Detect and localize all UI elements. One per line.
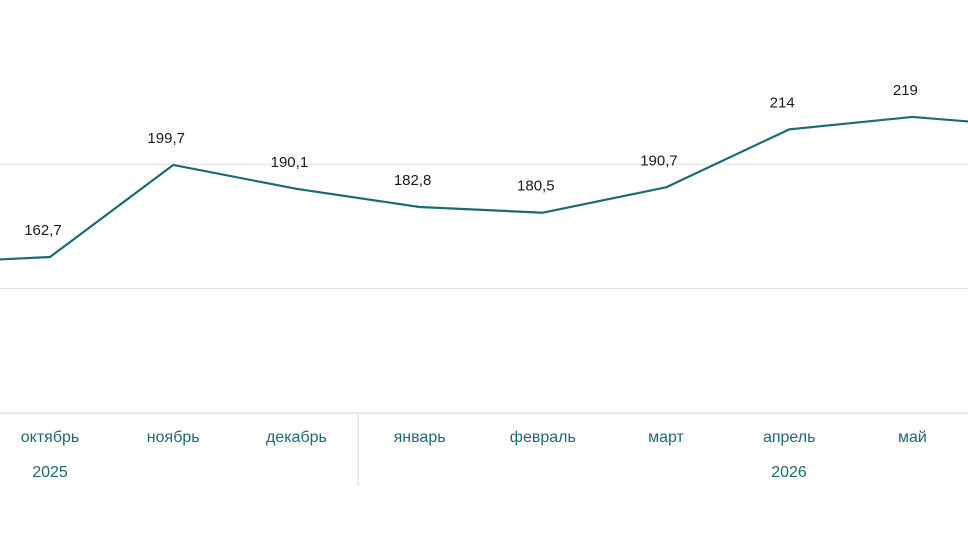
data-label: 190,1 [271, 154, 309, 171]
year-label: 2025 [32, 464, 68, 481]
x-tick-label: декабрь [266, 429, 327, 446]
data-label: 219 [893, 82, 918, 99]
data-label: 199,7 [147, 130, 185, 147]
line [0, 115, 968, 261]
x-tick-label: октябрь [21, 429, 79, 446]
data-label: 190,7 [640, 152, 678, 169]
x-tick-label: февраль [510, 429, 576, 446]
year-label: 2026 [771, 464, 807, 481]
x-tick-label: апрель [763, 429, 816, 446]
data-label: 214 [770, 94, 795, 111]
data-label: 162,7 [24, 222, 62, 239]
x-tick-label: март [648, 429, 684, 446]
x-tick-label: ноябрь [147, 429, 200, 446]
data-label: 182,8 [394, 172, 432, 189]
x-tick-label: май [898, 429, 927, 446]
data-label: 180,5 [517, 178, 555, 195]
x-tick-label: январь [394, 429, 446, 446]
